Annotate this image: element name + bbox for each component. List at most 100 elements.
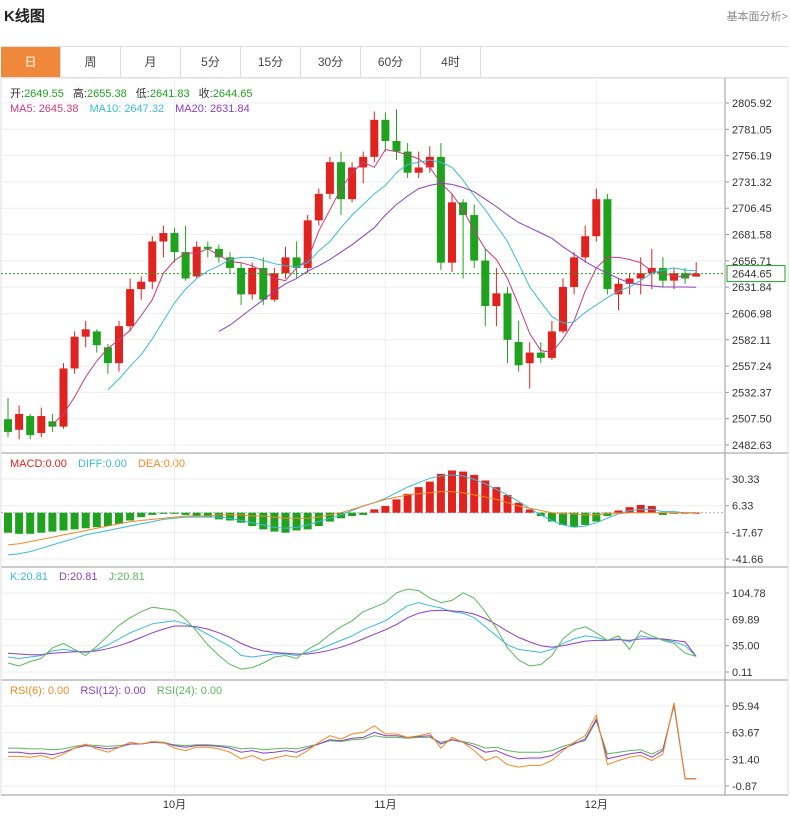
candle-body bbox=[192, 246, 201, 277]
candle-body bbox=[126, 289, 135, 327]
candle-body bbox=[303, 220, 312, 268]
ma10-value: 2647.32 bbox=[124, 103, 164, 115]
candle-body bbox=[370, 119, 379, 157]
x-axis-label: 12月 bbox=[585, 799, 608, 811]
tab-day[interactable]: 日 bbox=[1, 47, 61, 77]
candle-body bbox=[658, 267, 667, 281]
candle-body bbox=[492, 293, 501, 307]
price-axis-tick-label: 2706.45 bbox=[732, 203, 772, 215]
rsi-axis-tick-label: 95.94 bbox=[732, 701, 760, 713]
macd-bar bbox=[192, 512, 201, 517]
rsi24-line bbox=[8, 705, 697, 780]
tab-4hour[interactable]: 4时 bbox=[421, 47, 481, 77]
ma10-line bbox=[107, 159, 697, 390]
tab-5min[interactable]: 5分 bbox=[181, 47, 241, 77]
macd-bar bbox=[170, 512, 179, 514]
low-value: 2641.83 bbox=[150, 88, 190, 100]
j-value: 20.81 bbox=[117, 571, 145, 583]
candle-body bbox=[103, 347, 112, 364]
tab-60min[interactable]: 60分 bbox=[361, 47, 421, 77]
macd-bar bbox=[281, 512, 290, 533]
candle-body bbox=[392, 140, 401, 152]
x-axis-label: 10月 bbox=[163, 799, 186, 811]
candle-body bbox=[470, 215, 479, 261]
k-line bbox=[7, 602, 697, 660]
macd-bar bbox=[559, 512, 567, 525]
tab-15min[interactable]: 15分 bbox=[241, 47, 301, 77]
candle-body bbox=[503, 293, 512, 340]
tab-week[interactable]: 周 bbox=[61, 47, 121, 77]
macd-bar bbox=[237, 512, 246, 523]
price-axis-tick-label: 2756.19 bbox=[732, 151, 772, 163]
macd-bar bbox=[614, 510, 623, 513]
macd-bar bbox=[292, 512, 301, 531]
macd-bar bbox=[337, 512, 345, 519]
candle-body bbox=[237, 267, 246, 295]
kdj-info: K:20.81 D:20.81 J:20.81 bbox=[10, 571, 145, 583]
rsi-axis-tick-label: 31.40 bbox=[732, 754, 760, 766]
macd-bar bbox=[303, 512, 312, 530]
tab-30min[interactable]: 30分 bbox=[301, 47, 361, 77]
candle-body bbox=[203, 246, 212, 249]
candle-body bbox=[81, 329, 90, 337]
macd-bar bbox=[492, 487, 501, 513]
candle-body bbox=[314, 193, 323, 221]
candle-body bbox=[26, 416, 35, 436]
macd-bar bbox=[570, 512, 579, 528]
macd-bar bbox=[270, 512, 279, 532]
candle-body bbox=[459, 202, 468, 216]
candle-body bbox=[15, 413, 24, 430]
candle-body bbox=[625, 278, 634, 284]
macd-info: MACD:0.00 DIFF:0.00 DEA:0.00 bbox=[10, 458, 185, 470]
macd-bar bbox=[159, 512, 168, 514]
macd-bar bbox=[525, 509, 534, 513]
candle-body bbox=[525, 352, 534, 364]
kdj-axis-tick-label: 104.78 bbox=[732, 588, 766, 600]
candle-body bbox=[536, 352, 545, 358]
kdj-axis-tick-label: 0.11 bbox=[732, 667, 753, 679]
d-label: D: bbox=[59, 571, 70, 583]
price-axis-tick-label: 2781.05 bbox=[732, 124, 772, 136]
candle-body bbox=[592, 199, 601, 237]
high-value: 2655.38 bbox=[87, 88, 127, 100]
macd-bar bbox=[181, 512, 190, 515]
candle-body bbox=[259, 267, 268, 300]
j-label: J: bbox=[109, 571, 118, 583]
open-label: 开: bbox=[10, 88, 24, 100]
rsi-axis-tick-label: -0.87 bbox=[732, 781, 757, 793]
candle-body bbox=[92, 331, 101, 346]
rsi24-label: RSI(24): bbox=[157, 685, 198, 697]
candle-body bbox=[159, 233, 168, 242]
ma5-value: 2645.38 bbox=[39, 103, 79, 115]
ma-info: MA5: 2645.38 MA10: 2647.32 MA20: 2631.84 bbox=[10, 103, 250, 115]
macd-bar bbox=[259, 512, 268, 530]
macd-bar bbox=[325, 512, 334, 522]
macd-bar bbox=[81, 512, 90, 529]
macd-bar bbox=[636, 504, 645, 513]
k-value: 20.81 bbox=[20, 571, 48, 583]
dea-line bbox=[7, 491, 697, 546]
macd-bar bbox=[625, 507, 634, 513]
fundamental-analysis-link[interactable]: 基本面分析> bbox=[726, 11, 788, 23]
rsi12-value: 0.00 bbox=[124, 685, 145, 697]
rsi6-value: 0.00 bbox=[48, 685, 69, 697]
price-axis-tick-label: 2507.50 bbox=[732, 414, 772, 426]
period-tabs: 日 周 月 5分 15分 30分 60分 4时 bbox=[1, 46, 788, 78]
candle-body bbox=[692, 273, 701, 277]
rsi24-value: 0.00 bbox=[201, 685, 222, 697]
tab-month[interactable]: 月 bbox=[121, 47, 181, 77]
candle-body bbox=[547, 331, 556, 358]
macd-bar bbox=[4, 512, 12, 533]
x-axis-label: 11月 bbox=[374, 799, 396, 811]
macd-bar bbox=[15, 512, 24, 534]
price-axis-tick-label: 2631.84 bbox=[732, 282, 772, 294]
macd-axis-tick-label: -41.66 bbox=[732, 554, 763, 566]
price-axis-tick-label: 2681.58 bbox=[732, 230, 772, 242]
ma10-label: MA10: bbox=[90, 103, 122, 115]
candle-body bbox=[148, 241, 157, 282]
diff-line bbox=[7, 474, 697, 556]
macd-bar bbox=[658, 512, 667, 515]
candle-body bbox=[292, 257, 301, 268]
kdj-axis-tick-label: 69.89 bbox=[732, 614, 760, 626]
